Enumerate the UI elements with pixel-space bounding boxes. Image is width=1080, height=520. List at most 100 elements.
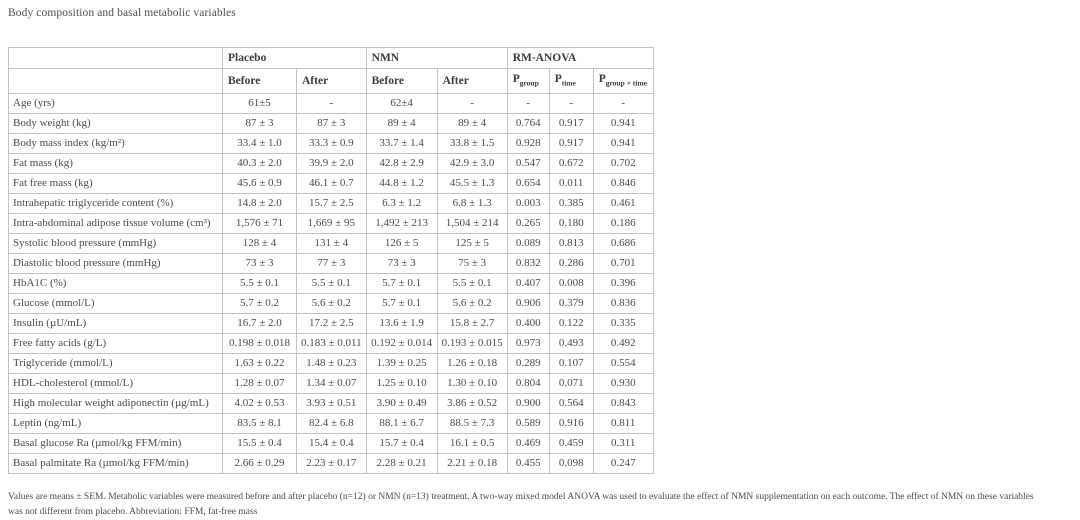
table-row: Body weight (kg) 87 ± 3 87 ± 3 89 ± 4 89 ± 4… [8, 113, 654, 135]
value-cell: 1.28 ± 0.07 [222, 373, 297, 395]
value-cell: 17.2 ± 2.5 [296, 313, 367, 335]
table-row: Basal glucose Ra (µmol/kg FFM/min) 15.5 ±… [8, 433, 654, 455]
value-cell: 5.7 ± 0.1 [365, 273, 438, 295]
value-cell: 1.39 ± 0.25 [365, 353, 438, 375]
value-cell: 0.836 [592, 293, 654, 315]
value-cell: 0.906 [506, 293, 550, 315]
value-cell: 1.34 ± 0.07 [296, 373, 367, 395]
p-group-x-time-sub: group × time [605, 78, 647, 88]
value-cell: 0.098 [548, 453, 594, 475]
value-cell: 0.554 [592, 353, 654, 375]
table-row: Basal palmitate Ra (µmol/kg FFM/min) 2.66… [8, 453, 654, 475]
table-row: Free fatty acids (g/L) 0.198 ± 0.018 0.183… [8, 333, 654, 355]
value-cell: 33.7 ± 1.4 [365, 133, 438, 155]
table-row: Intrahepatic triglyceride content (%) 14.… [8, 193, 654, 215]
value-cell: 1,492 ± 213 [365, 213, 438, 235]
value-cell: 1,669 ± 95 [296, 213, 367, 235]
value-cell: 0.813 [548, 233, 594, 255]
value-cell: 75 ± 3 [436, 253, 508, 275]
p-group-x-time-base: P [598, 73, 606, 85]
value-cell: 40.3 ± 2.0 [222, 153, 297, 175]
value-cell: 0.192 ± 0.014 [365, 333, 438, 355]
value-cell: 0.011 [548, 173, 594, 195]
row-label: Free fatty acids (g/L) [8, 333, 223, 355]
value-cell: 87 ± 3 [222, 113, 297, 135]
value-cell: 15.4 ± 0.4 [296, 433, 367, 455]
value-cell: 0.941 [592, 113, 654, 135]
value-cell: 0.407 [506, 273, 550, 295]
value-cell: 0.461 [592, 193, 654, 215]
row-label: Triglyceride (mmol/L) [8, 353, 223, 375]
value-cell: - [548, 93, 594, 115]
table-row: Fat mass (kg) 40.3 ± 2.0 39.9 ± 2.0 42.8 ± … [8, 153, 654, 175]
value-cell: 0.846 [592, 173, 654, 195]
footnote-line-1: Values are means ± SEM. Metabolic variab… [8, 492, 1034, 503]
value-cell: 0.917 [548, 133, 594, 155]
value-cell: 6.8 ± 1.3 [436, 193, 508, 215]
row-label: Basal glucose Ra (µmol/kg FFM/min) [8, 433, 223, 455]
page-title: Body composition and basal metabolic var… [8, 7, 236, 19]
value-cell: 62±4 [365, 93, 438, 115]
value-cell: 2.21 ± 0.18 [436, 453, 508, 475]
value-cell: 2.28 ± 0.21 [365, 453, 438, 475]
value-cell: 0.247 [592, 453, 654, 475]
group-header-row: Placebo NMN RM-ANOVA [8, 47, 654, 69]
placebo-before-header: Before [222, 67, 297, 95]
row-label: Age (yrs) [8, 93, 223, 115]
value-cell: 0.107 [548, 353, 594, 375]
value-cell: 0.071 [548, 373, 594, 395]
row-label: High molecular weight adiponectin (µg/mL… [8, 393, 223, 415]
value-cell: 126 ± 5 [365, 233, 438, 255]
table-row: Intra-abdominal adipose tissue volume (c… [8, 213, 654, 235]
table-row: Age (yrs) 61±5-62±4- - - - [8, 93, 654, 115]
group-header-nmn: NMN [365, 47, 508, 69]
value-cell: 5.6 ± 0.2 [296, 293, 367, 315]
value-cell: 4.02 ± 0.53 [222, 393, 297, 415]
value-cell: 39.9 ± 2.0 [296, 153, 367, 175]
value-cell: 0.459 [548, 433, 594, 455]
value-cell: 0.493 [548, 333, 594, 355]
value-cell: 1.30 ± 0.10 [436, 373, 508, 395]
row-label: HbA1C (%) [8, 273, 223, 295]
value-cell: 1.63 ± 0.22 [222, 353, 297, 375]
row-label: Systolic blood pressure (mmHg) [8, 233, 223, 255]
value-cell: 3.93 ± 0.51 [296, 393, 367, 415]
value-cell: 0.492 [592, 333, 654, 355]
value-cell: 5.7 ± 0.1 [365, 293, 438, 315]
value-cell: 5.7 ± 0.2 [222, 293, 297, 315]
row-label: Glucose (mmol/L) [8, 293, 223, 315]
metabolic-variables-table: Placebo NMN RM-ANOVA Before After Before… [8, 47, 654, 475]
value-cell: 0.832 [506, 253, 550, 275]
p-group-sub: group [519, 78, 539, 88]
value-cell: 0.672 [548, 153, 594, 175]
p-time-base: P [554, 73, 562, 85]
value-cell: 0.265 [506, 213, 550, 235]
table-row: Systolic blood pressure (mmHg) 128 ± 4 131… [8, 233, 654, 255]
value-cell: 33.3 ± 0.9 [296, 133, 367, 155]
sub-header-row: Before After Before After Pgroup Ptime P… [8, 67, 654, 95]
value-cell: 0.008 [548, 273, 594, 295]
value-cell: 0.379 [548, 293, 594, 315]
row-label: Body weight (kg) [8, 113, 223, 135]
value-cell: 0.469 [506, 433, 550, 455]
value-cell: 0.930 [592, 373, 654, 395]
value-cell: 88.1 ± 6.7 [365, 413, 438, 435]
value-cell: 0.702 [592, 153, 654, 175]
value-cell: 15.5 ± 0.4 [222, 433, 297, 455]
table-body: Age (yrs) 61±5-62±4- - - - Body weight (kg) 87… [8, 93, 654, 475]
value-cell: 0.973 [506, 333, 550, 355]
table-row: Triglyceride (mmol/L) 1.63 ± 0.22 1.48 ± 0… [8, 353, 654, 375]
value-cell: 82.4 ± 6.8 [296, 413, 367, 435]
value-cell: 42.8 ± 2.9 [365, 153, 438, 175]
value-cell: 0.701 [592, 253, 654, 275]
value-cell: 0.198 ± 0.018 [222, 333, 297, 355]
value-cell: 0.811 [592, 413, 654, 435]
value-cell: 89 ± 4 [436, 113, 508, 135]
table-row: HDL-cholesterol (mmol/L) 1.28 ± 0.07 1.34 … [8, 373, 654, 395]
p-time-header: Ptime [548, 67, 594, 95]
value-cell: 2.66 ± 0.29 [222, 453, 297, 475]
value-cell: 0.286 [548, 253, 594, 275]
row-label: HDL-cholesterol (mmol/L) [8, 373, 223, 395]
value-cell: 5.5 ± 0.1 [222, 273, 297, 295]
row-label: Fat free mass (kg) [8, 173, 223, 195]
